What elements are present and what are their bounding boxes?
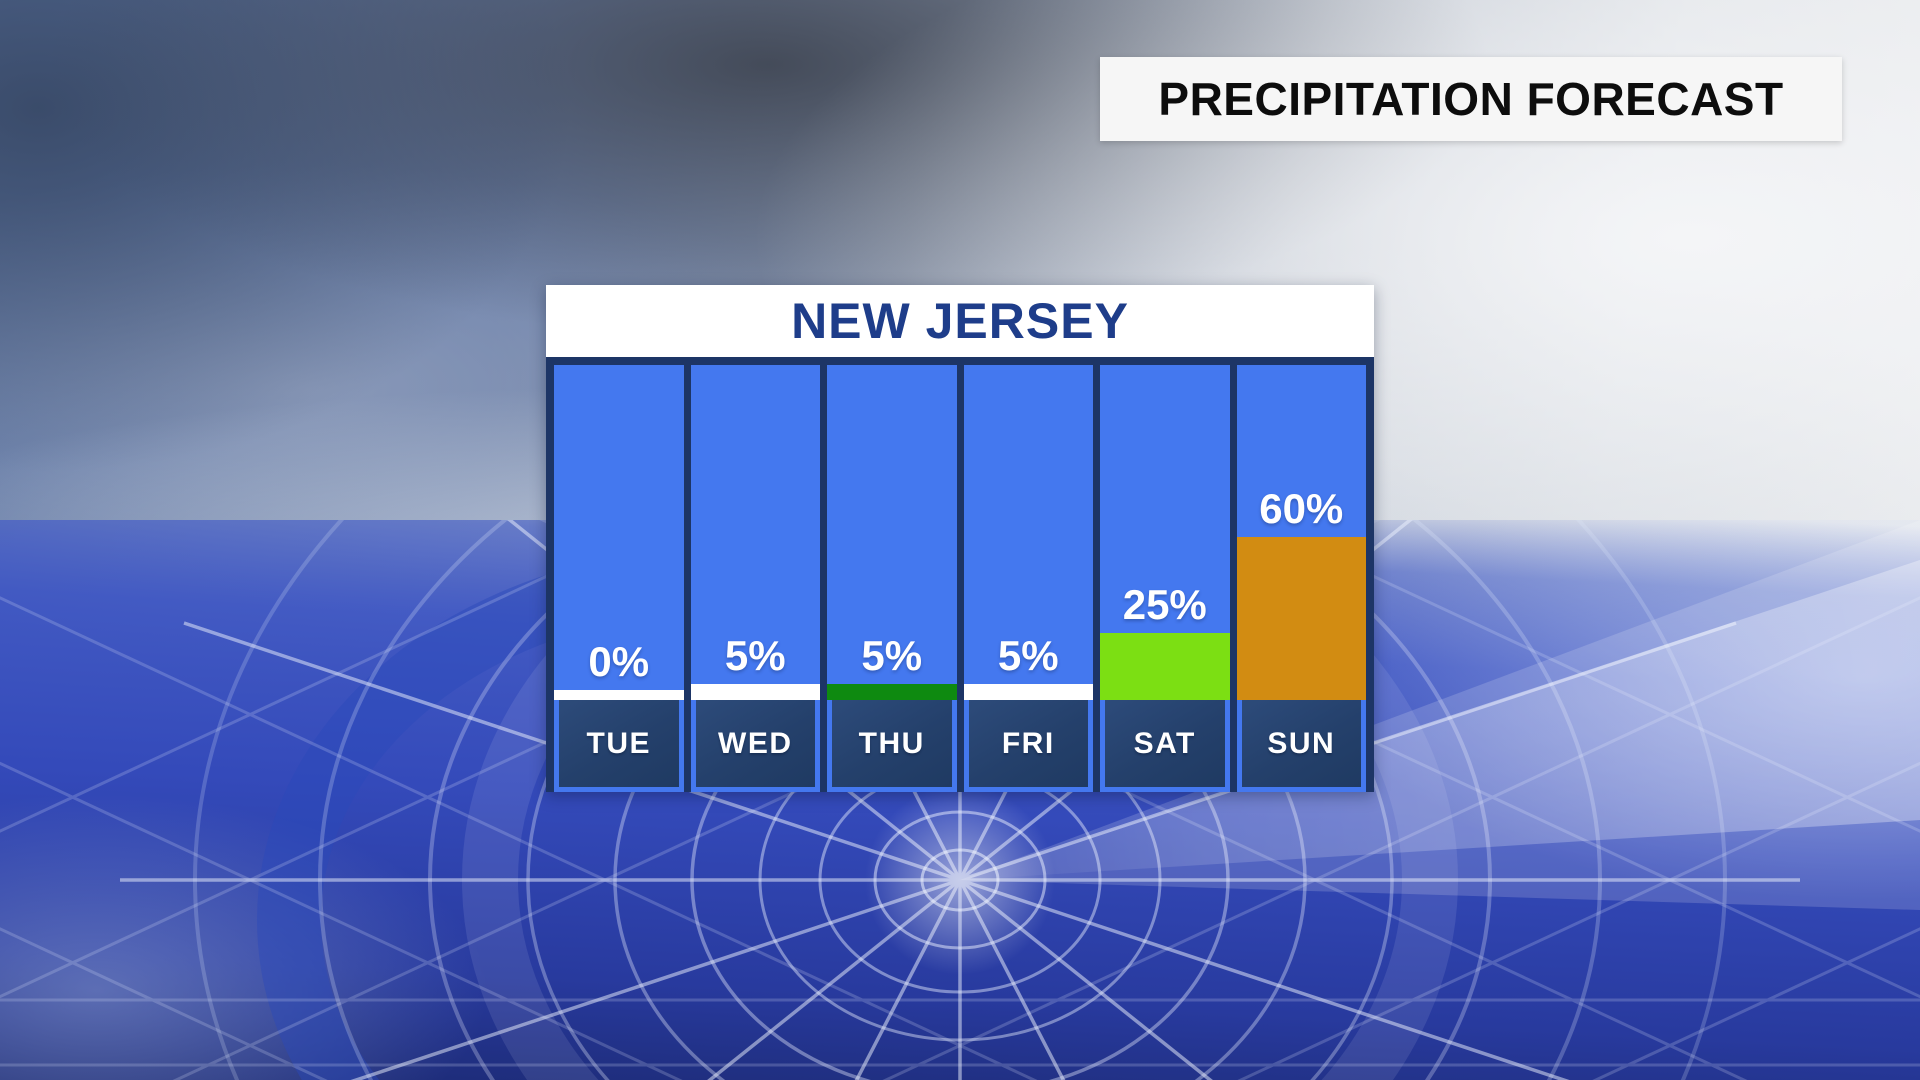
day-column-thu: 5% THU — [827, 365, 957, 792]
day-label: WED — [718, 726, 793, 760]
precip-bar — [827, 684, 957, 700]
title-banner: PRECIPITATION FORECAST — [1100, 57, 1842, 141]
precip-bar — [690, 684, 820, 700]
day-label-box: THU — [827, 700, 957, 792]
percent-label: 25% — [1122, 581, 1207, 628]
day-label: SAT — [1133, 726, 1196, 760]
forecast-panel: NEW JERSEY 0% TUE 5% WED 5% — [546, 285, 1374, 792]
percent-label: 5% — [997, 632, 1059, 679]
day-label: THU — [858, 726, 925, 760]
percent-label: 5% — [724, 632, 786, 679]
day-label: SUN — [1267, 726, 1336, 760]
day-column-sun: 60% SUN — [1236, 365, 1367, 792]
precip-bar — [1100, 633, 1230, 700]
day-label-box: FRI — [964, 700, 1094, 792]
day-column-fri: 5% FRI — [963, 365, 1094, 792]
day-label-box: WED — [691, 700, 821, 792]
percent-label: 60% — [1259, 485, 1344, 532]
day-label-box: SUN — [1237, 700, 1367, 792]
region-title: NEW JERSEY — [791, 293, 1129, 349]
day-column-sat: 25% SAT — [1100, 365, 1230, 792]
precip-bar — [554, 690, 684, 700]
day-label-box: TUE — [554, 700, 684, 792]
day-column-tue: 0% TUE — [554, 365, 684, 792]
percent-label: 5% — [861, 632, 923, 679]
radar-center-glow — [865, 785, 1055, 975]
day-label: TUE — [586, 726, 651, 760]
percent-label: 0% — [588, 638, 650, 685]
chart-area: 0% TUE 5% WED 5% THU — [546, 357, 1374, 792]
page-title: PRECIPITATION FORECAST — [1158, 73, 1784, 125]
day-column-wed: 5% WED — [690, 365, 821, 792]
precip-bar — [963, 684, 1093, 700]
day-label: FRI — [1001, 726, 1055, 760]
precip-bar — [1236, 537, 1366, 700]
panel-header: NEW JERSEY — [546, 285, 1374, 357]
light-beam — [960, 560, 1920, 880]
day-label-box: SAT — [1100, 700, 1230, 792]
